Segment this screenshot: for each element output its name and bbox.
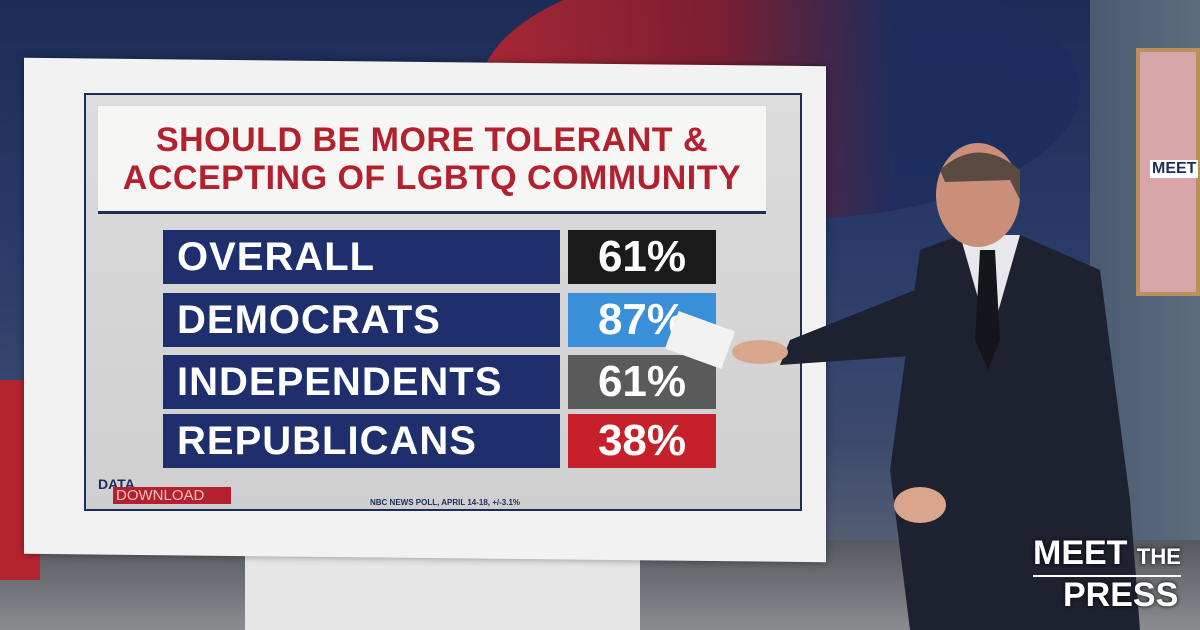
notes-paper: [664, 310, 736, 370]
row-label: DEMOCRATS: [163, 293, 560, 347]
logo-press: PRESS: [1033, 575, 1181, 613]
presenter-hand: [732, 340, 788, 364]
title-line-1: SHOULD BE MORE TOLERANT &: [155, 120, 709, 159]
screen-stand: [245, 548, 640, 630]
title-line-2: ACCEPTING OF LGBTQ COMMUNITY: [122, 158, 742, 197]
row-label: REPUBLICANS: [163, 414, 560, 468]
row-label: OVERALL: [163, 230, 560, 284]
poll-source: NBC NEWS POLL, APRIL 14-18, +/-3.1%: [370, 498, 521, 507]
poster-text: MEET: [1150, 160, 1199, 178]
row-value: 38%: [568, 414, 716, 468]
row-value: 61%: [568, 230, 716, 284]
logo-the: THE: [1136, 544, 1181, 569]
meet-the-press-logo: MEET THE PRESS: [1033, 535, 1181, 613]
graphic-title: SHOULD BE MORE TOLERANT & ACCEPTING OF L…: [98, 106, 766, 214]
logo-meet: MEET: [1033, 534, 1128, 572]
row-value: 61%: [568, 355, 716, 409]
presenter: [664, 143, 1140, 630]
data-download-logo-download: DOWNLOAD: [113, 487, 231, 504]
wall-poster: MEET: [1136, 48, 1200, 296]
row-label: INDEPENDENTS: [163, 355, 560, 409]
